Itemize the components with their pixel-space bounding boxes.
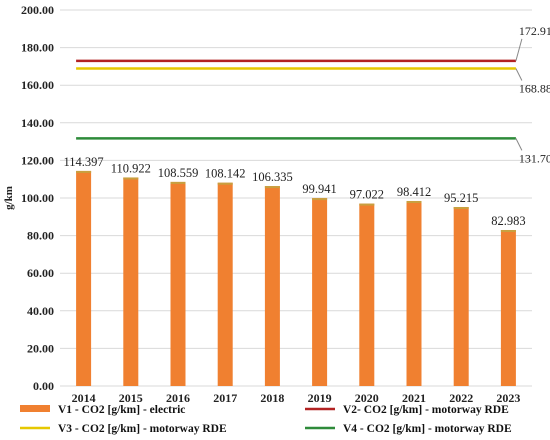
bar-cap [500,229,516,232]
reference-line-label: 131.70 [519,151,550,165]
x-tick-label: 2014 [72,391,96,405]
bar [406,200,422,386]
bar-cap [312,198,328,201]
x-tick-label: 2015 [119,391,143,405]
x-tick-label: 2017 [213,391,237,405]
legend-label: V4 - CO2 [g/km] - motorway RDE [343,423,512,435]
bar [123,177,139,386]
reference-lines: 172.91 168.88 131.70 [76,24,550,165]
grid [60,9,532,387]
bar [359,203,375,386]
bar-data-label: 114.397 [64,155,104,169]
y-tick-label: 160.00 [21,78,54,92]
bar-cap [359,203,375,206]
x-tick-label: 2023 [496,391,520,405]
bar-cap [170,181,186,184]
bar-cap [76,170,92,173]
bar-data-label: 99.941 [302,182,336,196]
y-tick-label: 100.00 [21,191,54,205]
x-tick-label: 2021 [402,391,426,405]
x-tick-label: 2022 [449,391,473,405]
bar [312,198,328,386]
bar-data-label: 108.142 [205,167,246,181]
bar-cap [406,200,422,203]
bars: 114.397 110.922 108.559 108.142 106.335 99.94… [64,155,526,386]
bar [217,182,233,386]
bar-data-label: 97.022 [350,188,384,202]
leader-line [515,138,523,151]
y-tick-label: 200.00 [21,3,54,17]
x-tick-label: 2020 [355,391,379,405]
bar [76,170,92,386]
y-tick-label: 40.00 [27,304,54,318]
bar-cap [453,206,469,209]
x-axis-ticks: 2014 2015 2016 2017 2018 2019 2020 2021 2022 2023 [72,391,521,405]
y-tick-label: 60.00 [27,266,54,280]
y-tick-label: 180.00 [21,41,54,55]
y-tick-label: 140.00 [21,116,54,130]
x-tick-label: 2016 [166,391,190,405]
y-tick-label: 120.00 [21,153,54,167]
bar-data-label: 98.412 [397,185,431,199]
legend-swatch [20,405,50,412]
bar-cap [217,182,233,185]
bar-cap [264,186,280,189]
y-axis-label: g/km [3,186,15,210]
bar [264,186,280,386]
legend-label: V2- CO2 [g/km] - motorway RDE [343,404,509,416]
bar-data-label: 106.335 [252,170,293,184]
reference-line-label: 168.88 [519,82,550,96]
bar [500,229,516,386]
legend-label: V1 - CO2 [g/km] - electric [58,404,185,416]
legend: V1 - CO2 [g/km] - electric V2- CO2 [g/km]… [20,404,512,435]
y-axis-ticks: 0.00 20.00 40.00 60.00 80.00 100.00 120.00 140.… [21,3,54,393]
bar [453,206,469,386]
bar [170,181,186,386]
reference-line-label: 172.91 [519,24,550,38]
bar-data-label: 95.215 [444,191,478,205]
bar-data-label: 110.922 [111,161,151,175]
bar-data-label: 82.983 [491,214,525,228]
x-tick-label: 2019 [308,391,332,405]
legend-label: V3 - CO2 [g/km] - motorway RDE [58,423,227,435]
y-tick-label: 80.00 [27,229,54,243]
bar-cap [123,177,139,180]
y-tick-label: 20.00 [27,341,54,355]
leader-line [515,38,523,62]
y-tick-label: 0.00 [33,379,54,393]
x-tick-label: 2018 [260,391,284,405]
leader-line [515,68,523,81]
bar-data-label: 108.559 [158,166,199,180]
